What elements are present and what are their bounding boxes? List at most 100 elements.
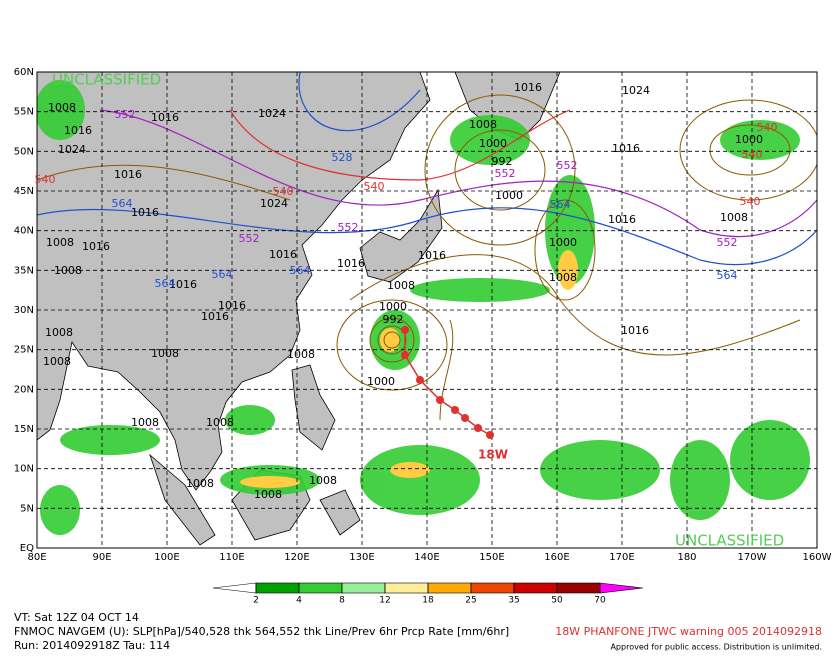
colorbar-segment — [513, 582, 558, 594]
isobar-label: 1016 — [418, 249, 446, 262]
watermark: UNCLASSIFIED — [52, 71, 161, 89]
colorbar-segment — [556, 582, 601, 594]
thickness-label: 564 — [212, 268, 233, 281]
isobar-label: 1016 — [131, 206, 159, 219]
thickness-label: 564 — [290, 264, 311, 277]
lon-label: 150E — [479, 552, 504, 563]
thickness-label: 540 — [757, 121, 778, 134]
isobar-label: 1016 — [169, 278, 197, 291]
thickness-label: 552 — [495, 167, 516, 180]
lat-label: 20N — [14, 384, 34, 395]
map-frame — [36, 71, 818, 549]
lat-label: EQ — [20, 543, 34, 554]
colorbar-segment — [384, 582, 429, 594]
storm-label: 18W — [478, 448, 508, 462]
isobar-label: 1000 — [379, 300, 407, 313]
storm-track — [401, 326, 494, 439]
isobar-label: 1008 — [206, 416, 234, 429]
colorbar-segment — [427, 582, 472, 594]
colorbar — [212, 582, 644, 594]
isobar-label: 1016 — [514, 81, 542, 94]
lon-label: 140E — [414, 552, 439, 563]
isobar-label: 1016 — [608, 213, 636, 226]
thickness-label: 552 — [717, 236, 738, 249]
lat-label: 5N — [20, 503, 34, 514]
isobars — [37, 94, 817, 421]
lon-label: 160W — [803, 552, 832, 563]
isobar-label: 1016 — [337, 257, 365, 270]
lon-label: 160E — [544, 552, 569, 563]
watermark: UNCLASSIFIED — [675, 532, 784, 550]
thickness-label: 552 — [239, 232, 260, 245]
colorbar-arrow — [599, 582, 644, 594]
colorbar-label: 2 — [253, 596, 259, 606]
isobar-label: 1016 — [151, 111, 179, 124]
isobar-label: 1008 — [48, 101, 76, 114]
isobar-label: 992 — [383, 313, 404, 326]
thickness-label: 564 — [717, 269, 738, 282]
thickness-label: 564 — [550, 198, 571, 211]
land-japan — [359, 188, 443, 283]
lon-label: 180 — [677, 552, 696, 563]
isobar-label: 1008 — [254, 488, 282, 501]
lon-label: 80E — [27, 552, 46, 563]
lat-label: 30N — [14, 305, 34, 316]
thickness-label: 540 — [35, 173, 56, 186]
isobar-label: 1008 — [186, 477, 214, 490]
land-sumatra — [149, 453, 216, 546]
isobar-label: 1008 — [387, 279, 415, 292]
isobar-label: 1016 — [621, 324, 649, 337]
isobar-label: 1000 — [735, 133, 763, 146]
isobar-label: 1024 — [622, 84, 650, 97]
isobar-label: 1016 — [218, 299, 246, 312]
lat-label: 60N — [14, 67, 34, 78]
thickness-label: 564 — [112, 197, 133, 210]
colorbar-label: 25 — [465, 596, 476, 606]
isobar-label: 1008 — [46, 236, 74, 249]
lat-label: 15N — [14, 424, 34, 435]
thickness-label: 540 — [273, 185, 294, 198]
colorbar-label: 12 — [379, 596, 390, 606]
colorbar-label: 35 — [508, 596, 519, 606]
colorbar-label: 4 — [296, 596, 302, 606]
lat-label: 35N — [14, 265, 34, 276]
isobar-label: 992 — [492, 155, 513, 168]
lat-label: 25N — [14, 345, 34, 356]
land-sulawesi — [319, 489, 361, 536]
isobar-label: 1008 — [131, 416, 159, 429]
colorbar-segment — [470, 582, 515, 594]
colorbar-label: 18 — [422, 596, 434, 606]
isobar-label: 1008 — [549, 271, 577, 284]
colorbar-label: 70 — [594, 596, 606, 606]
isobar-label: 1000 — [367, 375, 395, 388]
isobar-label: 1024 — [58, 143, 86, 156]
isobar-label: 1008 — [43, 355, 71, 368]
lat-label: 50N — [14, 146, 34, 157]
precip-heavy — [240, 250, 578, 488]
lon-label: 170E — [609, 552, 634, 563]
colorbar-label: 50 — [551, 596, 563, 606]
lon-label: 90E — [92, 552, 111, 563]
lat-label: 55N — [14, 107, 34, 118]
colorbar-label: 8 — [339, 596, 345, 606]
isobar-label: 1024 — [258, 107, 286, 120]
isobar-label: 1016 — [201, 310, 229, 323]
isobar-label: 1008 — [287, 348, 315, 361]
isobar-label: 1008 — [469, 118, 497, 131]
isobar-label: 1008 — [720, 211, 748, 224]
isobar-label: 1024 — [260, 197, 288, 210]
model-description: FNMOC NAVGEM (U): SLP[hPa]/540,528 thk 5… — [14, 625, 509, 638]
run-time: Run: 2014092918Z Tau: 114 — [14, 639, 170, 652]
warning-text: 18W PHANFONE JTWC warning 005 2014092918 — [555, 625, 822, 638]
thickness-label: 552 — [338, 221, 359, 234]
approval-text: Approved for public access. Distribution… — [610, 643, 822, 652]
lon-label: 120E — [284, 552, 309, 563]
isobar-label: 1000 — [495, 189, 523, 202]
lon-label: 170W — [738, 552, 767, 563]
isobar-label: 1016 — [82, 240, 110, 253]
lon-label: 130E — [349, 552, 374, 563]
colorbar-segment — [255, 582, 300, 594]
isobar-label: 1016 — [269, 248, 297, 261]
lon-label: 110E — [219, 552, 244, 563]
